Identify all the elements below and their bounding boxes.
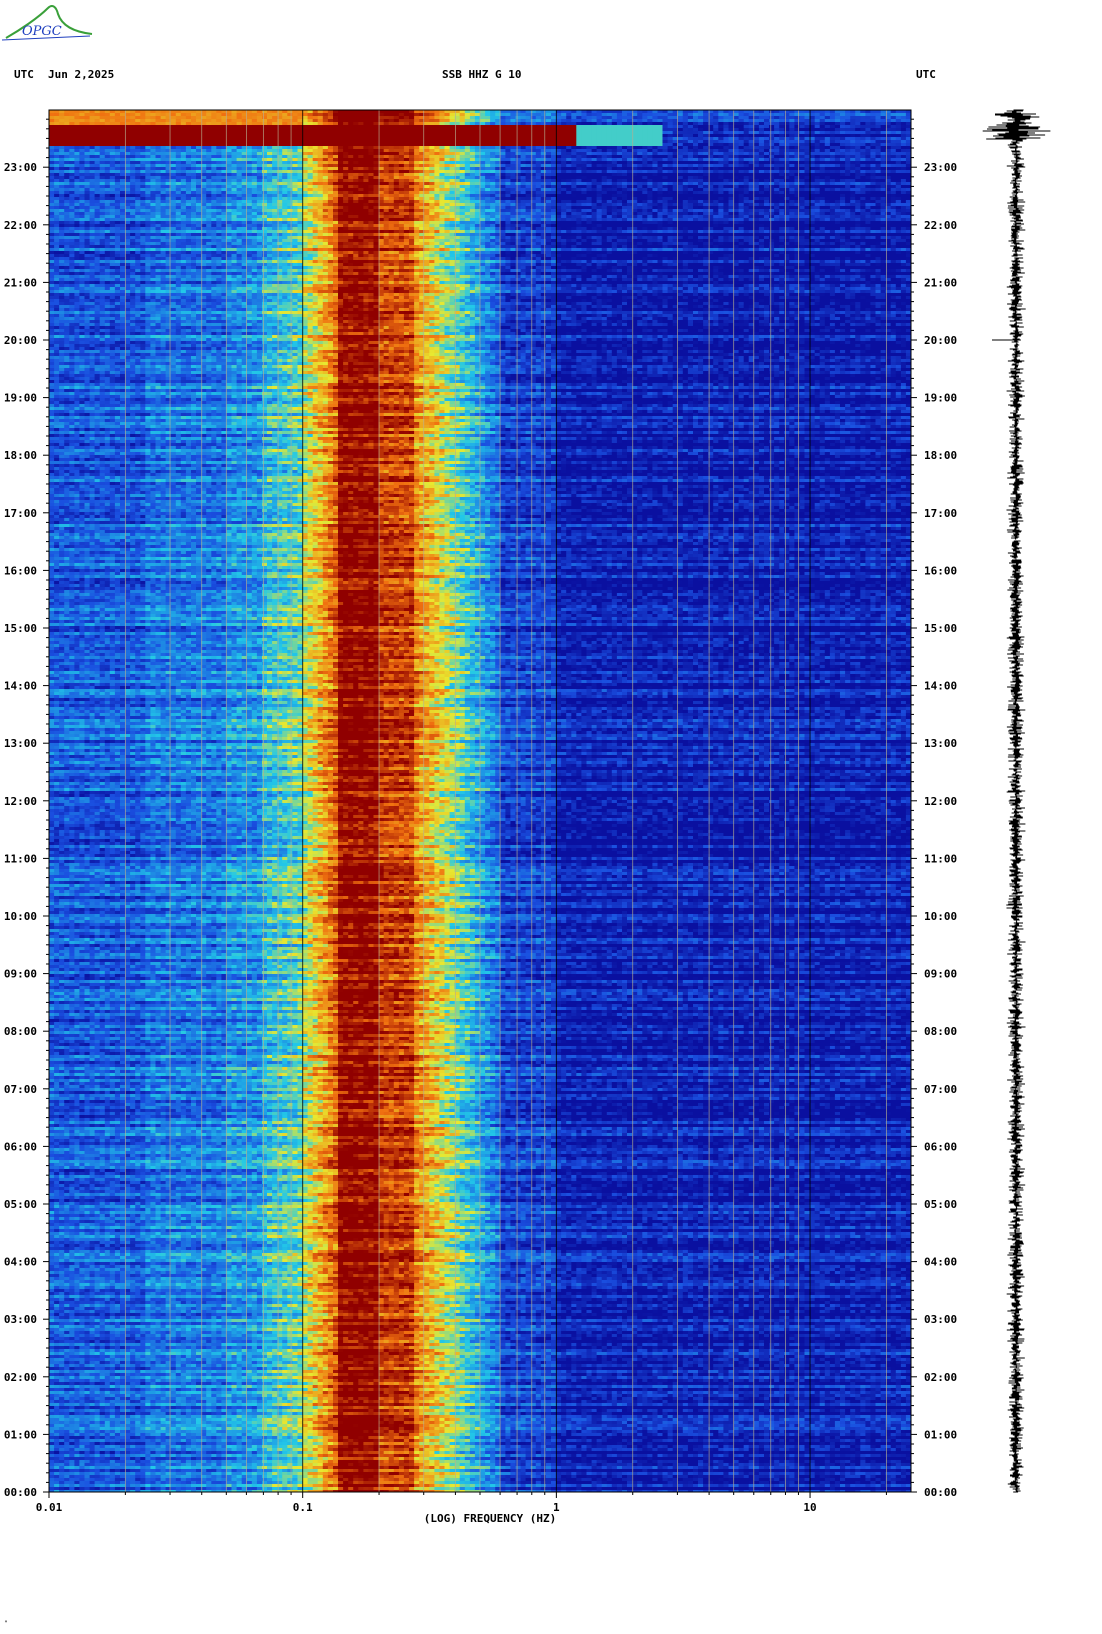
y-tick-label-left: 13:00 xyxy=(4,737,37,750)
y-tick-label-left: 14:00 xyxy=(4,680,37,693)
y-tick-label-left: 23:00 xyxy=(4,161,37,174)
y-tick-label-left: 19:00 xyxy=(4,392,37,405)
corner-mark: " xyxy=(4,1620,8,1627)
y-tick-label-left: 17:00 xyxy=(4,507,37,520)
y-tick-label-right: 13:00 xyxy=(924,737,957,750)
x-tick-label: 0.01 xyxy=(36,1501,63,1514)
y-tick-label-left: 09:00 xyxy=(4,968,37,981)
y-tick-label-right: 22:00 xyxy=(924,219,957,232)
y-tick-label-left: 07:00 xyxy=(4,1083,37,1096)
y-tick-label-right: 17:00 xyxy=(924,507,957,520)
y-tick-label-left: 05:00 xyxy=(4,1198,37,1211)
y-tick-label-left: 00:00 xyxy=(4,1486,37,1499)
y-tick-label-right: 20:00 xyxy=(924,334,957,347)
y-tick-label-right: 23:00 xyxy=(924,161,957,174)
y-tick-label-right: 21:00 xyxy=(924,276,957,289)
x-axis-label: (LOG) FREQUENCY (HZ) xyxy=(424,1512,556,1525)
y-tick-label-left: 18:00 xyxy=(4,449,37,462)
y-tick-label-right: 09:00 xyxy=(924,968,957,981)
y-tick-label-right: 10:00 xyxy=(924,910,957,923)
y-tick-label-right: 11:00 xyxy=(924,852,957,865)
seismogram-waveform xyxy=(983,110,1051,1492)
y-tick-label-left: 15:00 xyxy=(4,622,37,635)
y-tick-label-left: 08:00 xyxy=(4,1025,37,1038)
y-tick-label-right: 08:00 xyxy=(924,1025,957,1038)
y-tick-label-left: 21:00 xyxy=(4,276,37,289)
y-tick-label-right: 00:00 xyxy=(924,1486,957,1499)
y-tick-label-right: 06:00 xyxy=(924,1140,957,1153)
y-tick-label-right: 05:00 xyxy=(924,1198,957,1211)
y-tick-label-left: 04:00 xyxy=(4,1256,37,1269)
frequency-axis: 0.01 0.1 1 10 xyxy=(36,1492,887,1514)
y-tick-label-left: 02:00 xyxy=(4,1371,37,1384)
y-tick-label-left: 12:00 xyxy=(4,795,37,808)
y-tick-label-right: 16:00 xyxy=(924,564,957,577)
y-tick-label-right: 12:00 xyxy=(924,795,957,808)
x-tick-label: 10 xyxy=(803,1501,816,1514)
y-tick-label-right: 19:00 xyxy=(924,392,957,405)
x-tick-label: 0.1 xyxy=(293,1501,313,1514)
y-tick-label-right: 14:00 xyxy=(924,680,957,693)
y-tick-label-right: 02:00 xyxy=(924,1371,957,1384)
y-tick-label-left: 20:00 xyxy=(4,334,37,347)
y-tick-label-left: 06:00 xyxy=(4,1140,37,1153)
y-tick-label-right: 03:00 xyxy=(924,1313,957,1326)
y-tick-label-left: 03:00 xyxy=(4,1313,37,1326)
y-tick-label-right: 07:00 xyxy=(924,1083,957,1096)
y-tick-label-right: 01:00 xyxy=(924,1428,957,1441)
y-tick-label-left: 01:00 xyxy=(4,1428,37,1441)
y-tick-label-left: 10:00 xyxy=(4,910,37,923)
y-tick-label-left: 16:00 xyxy=(4,564,37,577)
seismogram-trace xyxy=(983,110,1051,1492)
y-tick-label-left: 22:00 xyxy=(4,219,37,232)
y-tick-label-right: 04:00 xyxy=(924,1256,957,1269)
y-tick-label-left: 11:00 xyxy=(4,852,37,865)
y-tick-label-right: 15:00 xyxy=(924,622,957,635)
y-tick-label-right: 18:00 xyxy=(924,449,957,462)
